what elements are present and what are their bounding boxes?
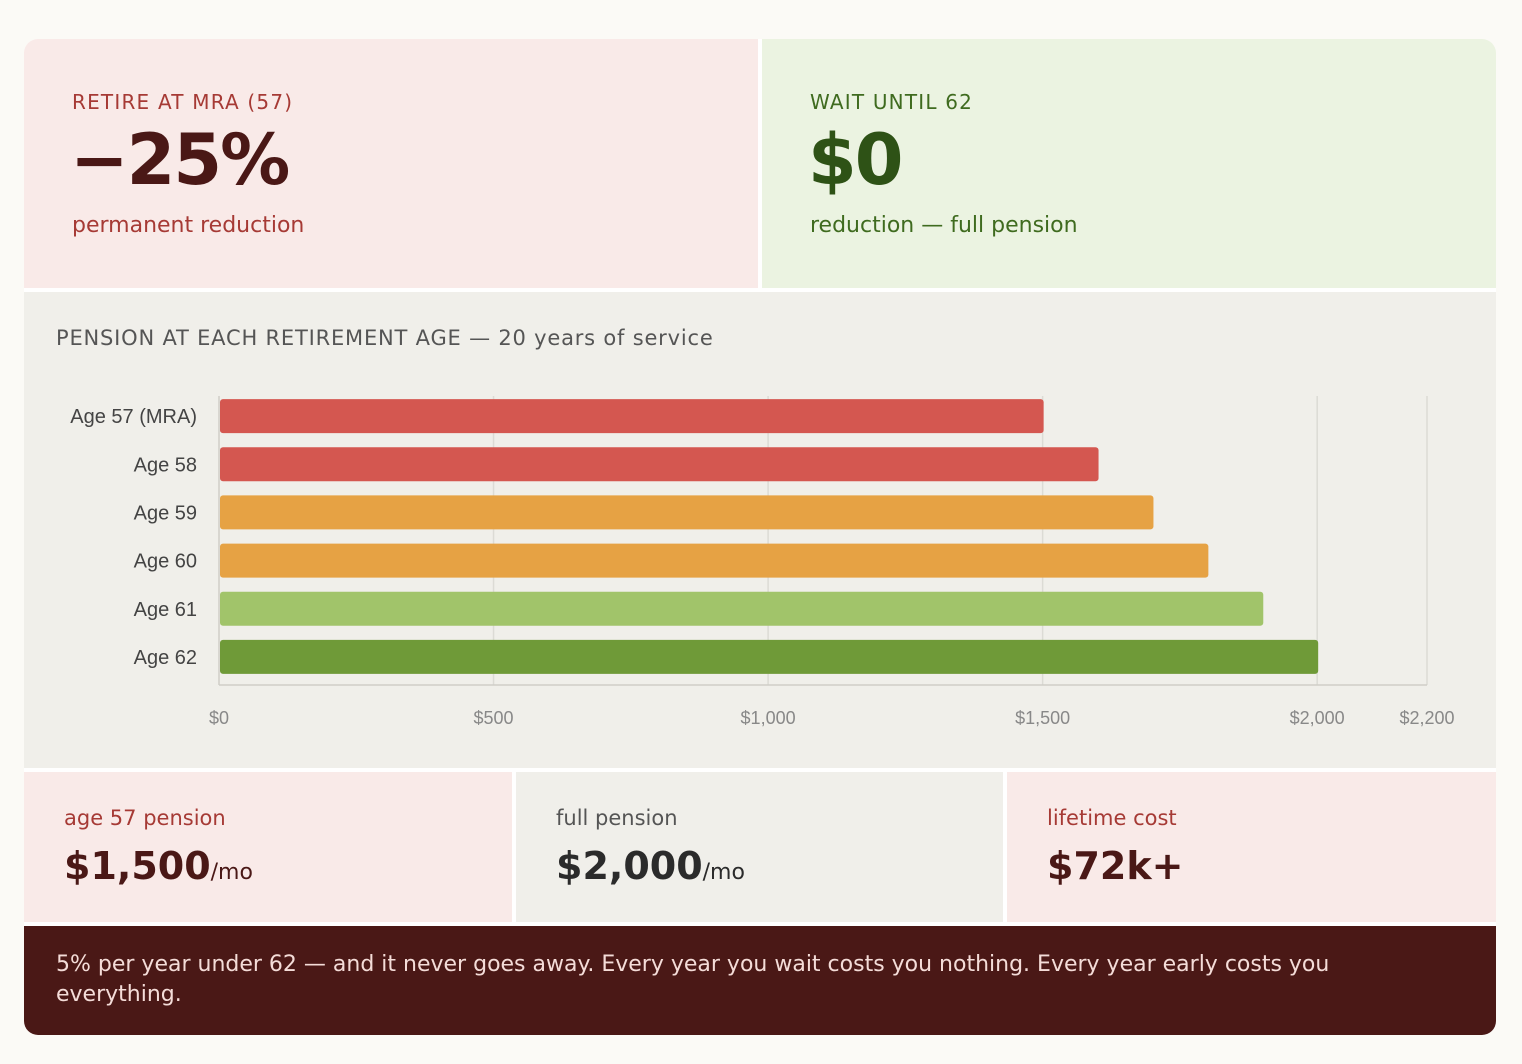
footer-banner: 5% per year under 62 — and it never goes…	[24, 926, 1496, 1035]
y-category-label: Age 61	[134, 599, 197, 621]
no-reduction-value: $0	[808, 119, 903, 201]
retire-at-mra-label: RETIRE AT MRA (57)	[72, 90, 294, 114]
wait-until-62-label: WAIT UNTIL 62	[810, 90, 974, 114]
y-category-label: Age 57 (MRA)	[70, 406, 197, 428]
stat-label: lifetime cost	[1047, 806, 1177, 830]
y-category-label: Age 60	[134, 551, 197, 573]
x-tick-label: $1,000	[741, 708, 796, 728]
stat-age-57-pension: age 57 pension $1,500/mo	[24, 772, 512, 922]
stat-full-pension: full pension $2,000/mo	[516, 772, 1003, 922]
stat-label: age 57 pension	[64, 806, 226, 830]
stat-amount: $72k+	[1047, 844, 1184, 888]
x-tick-label: $0	[209, 708, 229, 728]
stat-value: $2,000/mo	[556, 844, 745, 888]
bar	[220, 495, 1154, 530]
retire-at-mra-panel: RETIRE AT MRA (57) −25% permanent reduct…	[24, 39, 758, 288]
stat-lifetime-cost: lifetime cost $72k+	[1007, 772, 1496, 922]
wait-until-62-panel: WAIT UNTIL 62 $0 reduction — full pensio…	[762, 39, 1496, 288]
x-tick-label: $500	[474, 708, 514, 728]
x-tick-label: $1,500	[1015, 708, 1070, 728]
stat-amount: $2,000	[556, 844, 703, 888]
footer-message: 5% per year under 62 — and it never goes…	[56, 952, 1330, 1007]
stat-amount: $1,500	[64, 844, 211, 888]
chart-title: PENSION AT EACH RETIREMENT AGE — 20 year…	[56, 326, 714, 350]
reduction-percent: −25%	[70, 119, 290, 201]
stat-unit: /mo	[702, 860, 745, 885]
stat-value: $72k+	[1047, 844, 1183, 888]
bar	[220, 447, 1099, 482]
y-category-label: Age 58	[134, 454, 197, 476]
x-tick-label: $2,000	[1290, 708, 1345, 728]
pension-card: RETIRE AT MRA (57) −25% permanent reduct…	[24, 39, 1496, 1035]
y-category-label: Age 59	[134, 502, 197, 524]
stat-value: $1,500/mo	[64, 844, 253, 888]
y-category-label: Age 62	[134, 647, 197, 669]
chart-panel: PENSION AT EACH RETIREMENT AGE — 20 year…	[24, 292, 1496, 768]
x-tick-label: $2,200	[1399, 708, 1454, 728]
stat-label: full pension	[556, 806, 678, 830]
stat-unit: /mo	[210, 860, 253, 885]
reduction-caption: permanent reduction	[72, 213, 305, 238]
bar	[220, 591, 1264, 626]
full-pension-caption: reduction — full pension	[810, 213, 1078, 238]
bar	[220, 399, 1044, 434]
pension-bar-chart: $0 $500 $1,000 $1,500 $2,000 $2,200 Age 57 (MR…	[70, 396, 1455, 728]
bar	[220, 543, 1209, 578]
bar	[220, 639, 1319, 674]
